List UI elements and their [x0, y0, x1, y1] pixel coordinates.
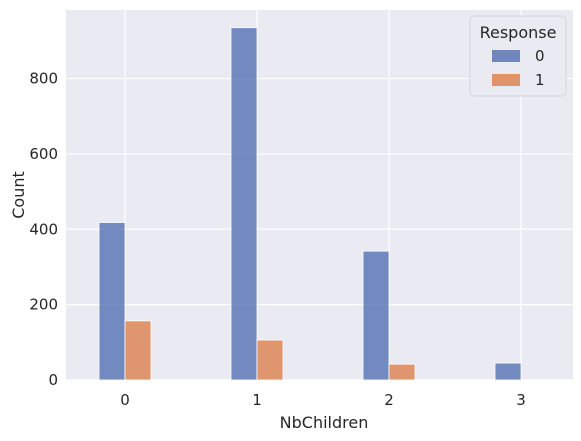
bar-response-1-children-2 — [388, 363, 416, 381]
x-tick-label: 0 — [120, 391, 130, 409]
bar-response-0-children-3 — [494, 362, 522, 381]
y-tick-label: 0 — [48, 371, 58, 389]
x-tick-label: 3 — [516, 391, 526, 409]
y-axis-label: Count — [9, 171, 28, 219]
x-axis-label: NbChildren — [280, 413, 369, 432]
bars — [98, 27, 522, 381]
bar-response-0-children-2 — [362, 250, 390, 381]
y-tick-label: 600 — [29, 145, 58, 163]
legend-swatch — [492, 74, 520, 86]
bar-response-1-children-1 — [256, 339, 284, 381]
bar-response-0-children-1 — [230, 27, 258, 381]
legend-swatch — [492, 50, 520, 62]
bar-response-1-children-0 — [124, 320, 152, 381]
y-tick-label: 200 — [29, 296, 58, 314]
x-tick-label: 2 — [384, 391, 394, 409]
y-tick-label: 800 — [29, 70, 58, 88]
legend-label: 1 — [535, 71, 545, 89]
legend-label: 0 — [535, 47, 545, 65]
legend-title: Response — [480, 23, 557, 42]
x-ticks: 0 1 2 3 — [120, 391, 526, 409]
y-tick-label: 400 — [29, 220, 58, 238]
y-ticks: 0 200 400 600 800 — [29, 70, 58, 389]
legend: Response 0 1 — [469, 15, 567, 97]
x-tick-label: 1 — [252, 391, 262, 409]
bar-response-0-children-0 — [98, 222, 126, 381]
